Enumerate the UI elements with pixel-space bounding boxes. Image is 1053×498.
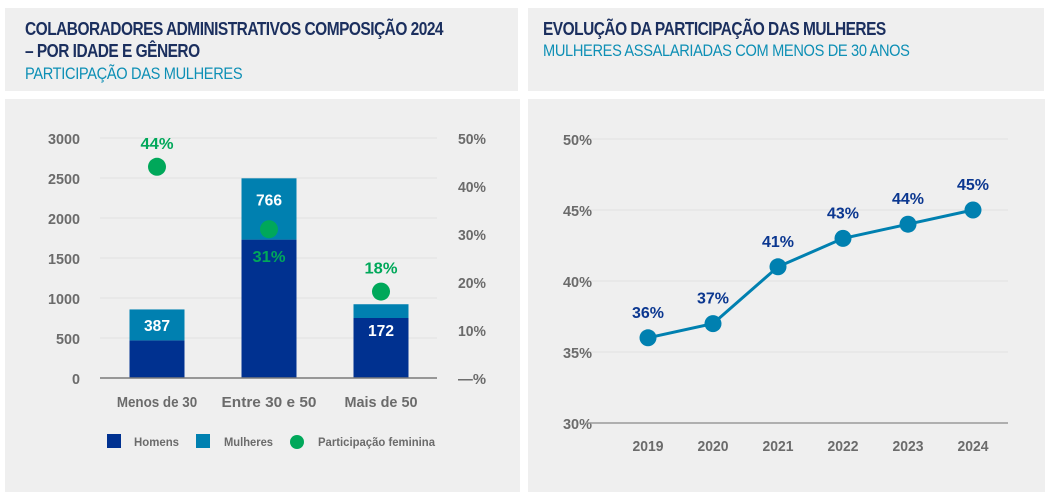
series-line <box>647 208 974 340</box>
y-tick-label: 0 <box>72 371 80 388</box>
y-tick-label: 30% <box>563 416 592 433</box>
x-category-label: Menos de 30 <box>117 394 197 411</box>
right-header-panel: EVOLUÇÃO DA PARTICIPAÇÃO DAS MULHERES MU… <box>528 8 1044 91</box>
y-tick-label: 45% <box>563 203 592 220</box>
bar-homens <box>353 318 409 378</box>
left-chart-subtitle: PARTICIPAÇÃO DAS MULHERES <box>25 64 243 83</box>
y-tick-label: 3000 <box>48 131 80 148</box>
participacao-data-label: 31% <box>253 249 286 266</box>
y2-tick-label: 10% <box>458 323 486 340</box>
x-category-label: Entre 30 e 50 <box>222 394 317 411</box>
mulheres-data-label: 766 <box>256 192 282 209</box>
participacao-dot <box>372 282 390 301</box>
y-tick-label: 2000 <box>48 211 80 228</box>
x-tick-label: 2024 <box>958 438 990 455</box>
x-tick-label: 2020 <box>698 438 729 455</box>
participacao-data-label: 18% <box>365 261 398 278</box>
mulheres-data-label: 387 <box>144 318 170 335</box>
data-point <box>899 215 917 233</box>
data-point <box>769 258 787 276</box>
x-tick-label: 2019 <box>633 438 664 455</box>
y-tick-label: 50% <box>563 132 592 149</box>
y2-tick-label: —% <box>458 371 486 388</box>
data-label: 41% <box>762 234 794 251</box>
y-tick-label: 1000 <box>48 291 80 308</box>
right-chart-panel: 30% 35% 40% 45% 50% 36% 2019 37% 2020 41% 2021 43% 2… <box>528 99 1045 492</box>
bar-homens <box>241 239 297 378</box>
data-point <box>704 315 722 333</box>
data-label: 36% <box>632 305 664 322</box>
y2-tick-label: 20% <box>458 275 486 292</box>
right-chart-title: EVOLUÇÃO DA PARTICIPAÇÃO DAS MULHERES <box>543 19 886 39</box>
legend-dot-participacao <box>290 435 304 449</box>
y-tick-label: 2500 <box>48 171 80 188</box>
y-tick-label: 35% <box>563 345 592 362</box>
data-point <box>964 201 982 219</box>
legend-label-homens: Homens <box>134 435 179 449</box>
legend-swatch-homens <box>107 434 121 448</box>
data-label: 44% <box>892 191 924 208</box>
right-chart-subtitle: MULHERES ASSALARIADAS COM MENOS DE 30 AN… <box>543 41 910 60</box>
mulheres-data-label: 172 <box>368 323 394 340</box>
y2-tick-label: 30% <box>458 227 486 244</box>
data-label: 37% <box>697 291 729 308</box>
legend-label-mulheres: Mulheres <box>224 435 273 449</box>
bar-mulheres <box>129 309 185 341</box>
participacao-dot <box>148 157 166 176</box>
y2-tick-label: 40% <box>458 179 486 196</box>
left-header-panel: COLABORADORES ADMINISTRATIVOS COMPOSIÇÃO… <box>5 8 518 91</box>
data-point <box>639 329 657 347</box>
bar-homens <box>129 340 185 378</box>
y-tick-label: 1500 <box>48 251 80 268</box>
x-category-label: Mais de 50 <box>345 394 418 411</box>
x-tick-label: 2023 <box>893 438 924 455</box>
participacao-data-label: 44% <box>141 136 174 153</box>
left-chart-title-line2: – POR IDADE E GÊNERO <box>25 41 200 61</box>
data-point <box>834 229 852 247</box>
x-tick-label: 2021 <box>763 438 794 455</box>
y-tick-label: 40% <box>563 274 592 291</box>
line-chart: 30% 35% 40% 45% 50% 36% 2019 37% 2020 41% 2021 43% 2… <box>563 132 1008 455</box>
y2-tick-label: 50% <box>458 131 486 148</box>
left-chart-panel: 0 500 1000 1500 2000 2500 3000 —% 10% 20% 30% 40% 50… <box>5 99 520 492</box>
data-label: 43% <box>827 205 859 222</box>
legend-swatch-mulheres <box>196 434 210 448</box>
left-chart-title-line1: COLABORADORES ADMINISTRATIVOS COMPOSIÇÃO… <box>25 19 444 39</box>
participacao-dot <box>260 220 278 239</box>
bar-mulheres <box>353 304 409 318</box>
data-label: 45% <box>957 177 989 194</box>
bar-chart: 0 500 1000 1500 2000 2500 3000 —% 10% 20% 30% 40% 50… <box>48 131 486 449</box>
legend-label-participacao: Participação feminina <box>318 435 435 449</box>
x-tick-label: 2022 <box>828 438 859 455</box>
y-tick-label: 500 <box>56 331 80 348</box>
